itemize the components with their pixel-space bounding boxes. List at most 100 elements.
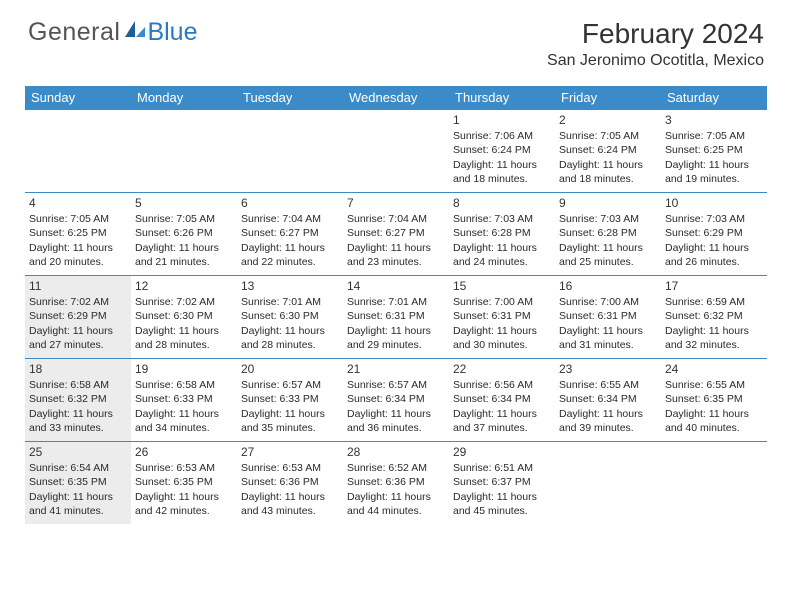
empty-cell	[555, 442, 661, 524]
daylight-line2: and 27 minutes.	[29, 338, 127, 352]
day-of-week-header: SundayMondayTuesdayWednesdayThursdayFrid…	[25, 86, 767, 109]
sunrise-text: Sunrise: 7:04 AM	[241, 212, 339, 226]
week-row: 4Sunrise: 7:05 AMSunset: 6:25 PMDaylight…	[25, 192, 767, 275]
daylight-line1: Daylight: 11 hours	[453, 407, 551, 421]
daylight-line1: Daylight: 11 hours	[453, 490, 551, 504]
daylight-line1: Daylight: 11 hours	[665, 241, 763, 255]
sunset-text: Sunset: 6:25 PM	[665, 143, 763, 157]
day-number: 25	[29, 444, 127, 460]
daylight-line1: Daylight: 11 hours	[29, 490, 127, 504]
sunrise-text: Sunrise: 7:01 AM	[241, 295, 339, 309]
day-cell: 10Sunrise: 7:03 AMSunset: 6:29 PMDayligh…	[661, 193, 767, 275]
sunrise-text: Sunrise: 7:03 AM	[559, 212, 657, 226]
day-cell: 9Sunrise: 7:03 AMSunset: 6:28 PMDaylight…	[555, 193, 661, 275]
sunset-text: Sunset: 6:35 PM	[29, 475, 127, 489]
day-number: 14	[347, 278, 445, 294]
day-cell: 20Sunrise: 6:57 AMSunset: 6:33 PMDayligh…	[237, 359, 343, 441]
empty-cell	[131, 110, 237, 192]
day-cell: 21Sunrise: 6:57 AMSunset: 6:34 PMDayligh…	[343, 359, 449, 441]
month-title: February 2024	[547, 18, 764, 50]
sunrise-text: Sunrise: 7:02 AM	[29, 295, 127, 309]
day-number: 15	[453, 278, 551, 294]
daylight-line1: Daylight: 11 hours	[29, 241, 127, 255]
dow-header-cell: Monday	[131, 86, 237, 109]
daylight-line2: and 18 minutes.	[559, 172, 657, 186]
day-cell: 16Sunrise: 7:00 AMSunset: 6:31 PMDayligh…	[555, 276, 661, 358]
sunset-text: Sunset: 6:31 PM	[453, 309, 551, 323]
daylight-line2: and 34 minutes.	[135, 421, 233, 435]
day-number: 8	[453, 195, 551, 211]
daylight-line1: Daylight: 11 hours	[29, 407, 127, 421]
sunset-text: Sunset: 6:28 PM	[453, 226, 551, 240]
sunset-text: Sunset: 6:31 PM	[559, 309, 657, 323]
calendar-grid: SundayMondayTuesdayWednesdayThursdayFrid…	[25, 86, 767, 524]
daylight-line2: and 28 minutes.	[241, 338, 339, 352]
dow-header-cell: Friday	[555, 86, 661, 109]
sunrise-text: Sunrise: 7:05 AM	[559, 129, 657, 143]
day-cell: 25Sunrise: 6:54 AMSunset: 6:35 PMDayligh…	[25, 442, 131, 524]
daylight-line1: Daylight: 11 hours	[29, 324, 127, 338]
daylight-line2: and 20 minutes.	[29, 255, 127, 269]
day-cell: 5Sunrise: 7:05 AMSunset: 6:26 PMDaylight…	[131, 193, 237, 275]
day-cell: 14Sunrise: 7:01 AMSunset: 6:31 PMDayligh…	[343, 276, 449, 358]
day-cell: 29Sunrise: 6:51 AMSunset: 6:37 PMDayligh…	[449, 442, 555, 524]
daylight-line1: Daylight: 11 hours	[347, 407, 445, 421]
daylight-line2: and 23 minutes.	[347, 255, 445, 269]
empty-cell	[343, 110, 449, 192]
day-number: 13	[241, 278, 339, 294]
daylight-line2: and 40 minutes.	[665, 421, 763, 435]
day-number: 1	[453, 112, 551, 128]
day-number: 11	[29, 278, 127, 294]
daylight-line1: Daylight: 11 hours	[347, 324, 445, 338]
day-cell: 1Sunrise: 7:06 AMSunset: 6:24 PMDaylight…	[449, 110, 555, 192]
day-number: 2	[559, 112, 657, 128]
day-cell: 19Sunrise: 6:58 AMSunset: 6:33 PMDayligh…	[131, 359, 237, 441]
sunset-text: Sunset: 6:30 PM	[135, 309, 233, 323]
day-number: 29	[453, 444, 551, 460]
daylight-line2: and 26 minutes.	[665, 255, 763, 269]
daylight-line1: Daylight: 11 hours	[559, 407, 657, 421]
sunrise-text: Sunrise: 7:05 AM	[135, 212, 233, 226]
daylight-line1: Daylight: 11 hours	[135, 241, 233, 255]
daylight-line2: and 45 minutes.	[453, 504, 551, 518]
daylight-line2: and 37 minutes.	[453, 421, 551, 435]
sunset-text: Sunset: 6:27 PM	[347, 226, 445, 240]
dow-header-cell: Thursday	[449, 86, 555, 109]
day-number: 17	[665, 278, 763, 294]
daylight-line2: and 19 minutes.	[665, 172, 763, 186]
sunrise-text: Sunrise: 6:59 AM	[665, 295, 763, 309]
daylight-line1: Daylight: 11 hours	[347, 241, 445, 255]
logo-text-general: General	[28, 18, 120, 47]
day-cell: 12Sunrise: 7:02 AMSunset: 6:30 PMDayligh…	[131, 276, 237, 358]
sunset-text: Sunset: 6:24 PM	[559, 143, 657, 157]
sunrise-text: Sunrise: 7:03 AM	[665, 212, 763, 226]
daylight-line2: and 33 minutes.	[29, 421, 127, 435]
day-number: 23	[559, 361, 657, 377]
daylight-line2: and 21 minutes.	[135, 255, 233, 269]
sunrise-text: Sunrise: 6:58 AM	[135, 378, 233, 392]
sunrise-text: Sunrise: 6:53 AM	[135, 461, 233, 475]
sunrise-text: Sunrise: 7:00 AM	[453, 295, 551, 309]
daylight-line1: Daylight: 11 hours	[241, 490, 339, 504]
daylight-line2: and 42 minutes.	[135, 504, 233, 518]
week-row: 25Sunrise: 6:54 AMSunset: 6:35 PMDayligh…	[25, 441, 767, 524]
day-cell: 26Sunrise: 6:53 AMSunset: 6:35 PMDayligh…	[131, 442, 237, 524]
day-number: 5	[135, 195, 233, 211]
sunset-text: Sunset: 6:28 PM	[559, 226, 657, 240]
sunset-text: Sunset: 6:24 PM	[453, 143, 551, 157]
daylight-line2: and 44 minutes.	[347, 504, 445, 518]
day-number: 26	[135, 444, 233, 460]
sunrise-text: Sunrise: 7:05 AM	[29, 212, 127, 226]
sunset-text: Sunset: 6:32 PM	[665, 309, 763, 323]
sunset-text: Sunset: 6:34 PM	[559, 392, 657, 406]
day-cell: 8Sunrise: 7:03 AMSunset: 6:28 PMDaylight…	[449, 193, 555, 275]
day-number: 27	[241, 444, 339, 460]
sunset-text: Sunset: 6:35 PM	[665, 392, 763, 406]
sunset-text: Sunset: 6:29 PM	[29, 309, 127, 323]
sunrise-text: Sunrise: 6:55 AM	[665, 378, 763, 392]
logo: General Blue	[28, 18, 198, 47]
day-number: 18	[29, 361, 127, 377]
day-cell: 13Sunrise: 7:01 AMSunset: 6:30 PMDayligh…	[237, 276, 343, 358]
sunrise-text: Sunrise: 6:57 AM	[347, 378, 445, 392]
day-number: 22	[453, 361, 551, 377]
